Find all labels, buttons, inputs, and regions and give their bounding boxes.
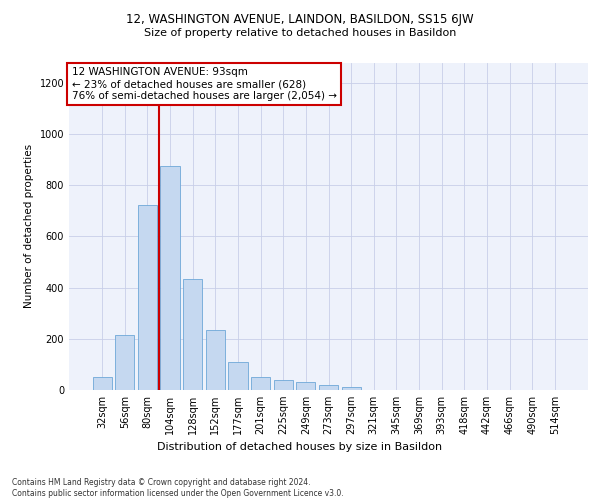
Bar (229, 362, 248, 390)
Bar (341, 387, 361, 390)
Text: Size of property relative to detached houses in Basildon: Size of property relative to detached ho… (144, 28, 456, 38)
Bar (183, 278, 202, 390)
Bar (115, 335, 134, 390)
Text: Contains HM Land Registry data © Crown copyright and database right 2024.
Contai: Contains HM Land Registry data © Crown c… (12, 478, 344, 498)
Text: 12 WASHINGTON AVENUE: 93sqm
← 23% of detached houses are smaller (628)
76% of se: 12 WASHINGTON AVENUE: 93sqm ← 23% of det… (71, 68, 337, 100)
Bar (138, 204, 157, 390)
Bar (274, 380, 293, 390)
Bar (206, 330, 225, 390)
Bar (160, 166, 180, 390)
Bar (296, 382, 316, 390)
Bar (319, 385, 338, 390)
Bar (92, 377, 112, 390)
Y-axis label: Number of detached properties: Number of detached properties (24, 144, 34, 308)
Text: Distribution of detached houses by size in Basildon: Distribution of detached houses by size … (157, 442, 443, 452)
Bar (251, 377, 270, 390)
Text: 12, WASHINGTON AVENUE, LAINDON, BASILDON, SS15 6JW: 12, WASHINGTON AVENUE, LAINDON, BASILDON… (126, 12, 474, 26)
